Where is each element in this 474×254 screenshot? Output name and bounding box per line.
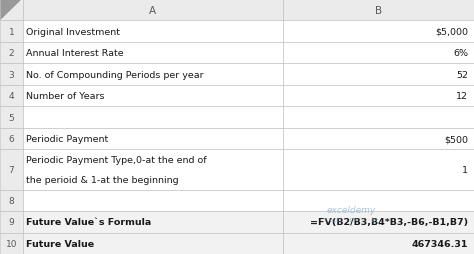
Text: exceldemy: exceldemy: [326, 205, 375, 214]
Text: 12: 12: [456, 92, 468, 101]
Bar: [283, 129, 474, 150]
Bar: [23, 21, 283, 43]
Bar: [23, 233, 283, 254]
Text: 5: 5: [9, 113, 14, 122]
Bar: [283, 64, 474, 86]
Bar: [283, 107, 474, 129]
Text: 6: 6: [9, 135, 14, 144]
Polygon shape: [0, 1, 21, 21]
Bar: [0, 43, 23, 64]
Text: 8: 8: [9, 196, 14, 205]
Text: No. of Compounding Periods per year: No. of Compounding Periods per year: [26, 70, 204, 80]
Text: 10: 10: [6, 239, 17, 248]
Text: Number of Years: Number of Years: [26, 92, 105, 101]
Text: B: B: [374, 6, 382, 16]
Text: Original Investment: Original Investment: [26, 28, 120, 37]
Bar: [0, 211, 23, 233]
Text: EXCEL · DATA · BI: EXCEL · DATA · BI: [324, 217, 378, 222]
Text: 4: 4: [9, 92, 14, 101]
Bar: [283, 211, 474, 233]
Bar: [23, 150, 283, 190]
Text: Future Value: Future Value: [26, 239, 94, 248]
Bar: [283, 233, 474, 254]
Bar: [23, 190, 283, 211]
Text: 9: 9: [9, 217, 14, 226]
Text: $500: $500: [444, 135, 468, 144]
Text: Annual Interest Rate: Annual Interest Rate: [26, 49, 124, 58]
Text: =FV(B2/B3,B4*B3,-B6,-B1,B7): =FV(B2/B3,B4*B3,-B6,-B1,B7): [310, 217, 468, 226]
Text: 1: 1: [9, 28, 14, 37]
Bar: [0, 190, 23, 211]
Bar: [23, 211, 283, 233]
Bar: [23, 43, 283, 64]
Bar: [23, 86, 283, 107]
Text: 2: 2: [9, 49, 14, 58]
Bar: [0, 86, 23, 107]
Text: 6%: 6%: [453, 49, 468, 58]
Bar: [283, 43, 474, 64]
Text: 7: 7: [9, 165, 14, 174]
Bar: [283, 86, 474, 107]
Bar: [283, 150, 474, 190]
Bar: [0, 21, 23, 43]
Bar: [23, 129, 283, 150]
Text: 1: 1: [462, 165, 468, 174]
Bar: [23, 107, 283, 129]
Text: the perioid & 1-at the beginning: the perioid & 1-at the beginning: [26, 175, 179, 184]
Bar: [0, 150, 23, 190]
Text: 3: 3: [9, 70, 14, 80]
Text: Periodic Payment: Periodic Payment: [26, 135, 109, 144]
Bar: [283, 0, 474, 21]
Text: Periodic Payment Type,0-at the end of: Periodic Payment Type,0-at the end of: [26, 156, 207, 165]
Text: 467346.31: 467346.31: [412, 239, 468, 248]
Bar: [23, 64, 283, 86]
Bar: [0, 0, 23, 21]
Bar: [23, 0, 283, 21]
Bar: [0, 129, 23, 150]
Text: Future Value`s Formula: Future Value`s Formula: [26, 217, 151, 226]
Bar: [283, 21, 474, 43]
Bar: [0, 64, 23, 86]
Bar: [0, 107, 23, 129]
Text: 52: 52: [456, 70, 468, 80]
Text: A: A: [149, 6, 156, 16]
Text: $5,000: $5,000: [435, 28, 468, 37]
Bar: [0, 233, 23, 254]
Bar: [283, 190, 474, 211]
